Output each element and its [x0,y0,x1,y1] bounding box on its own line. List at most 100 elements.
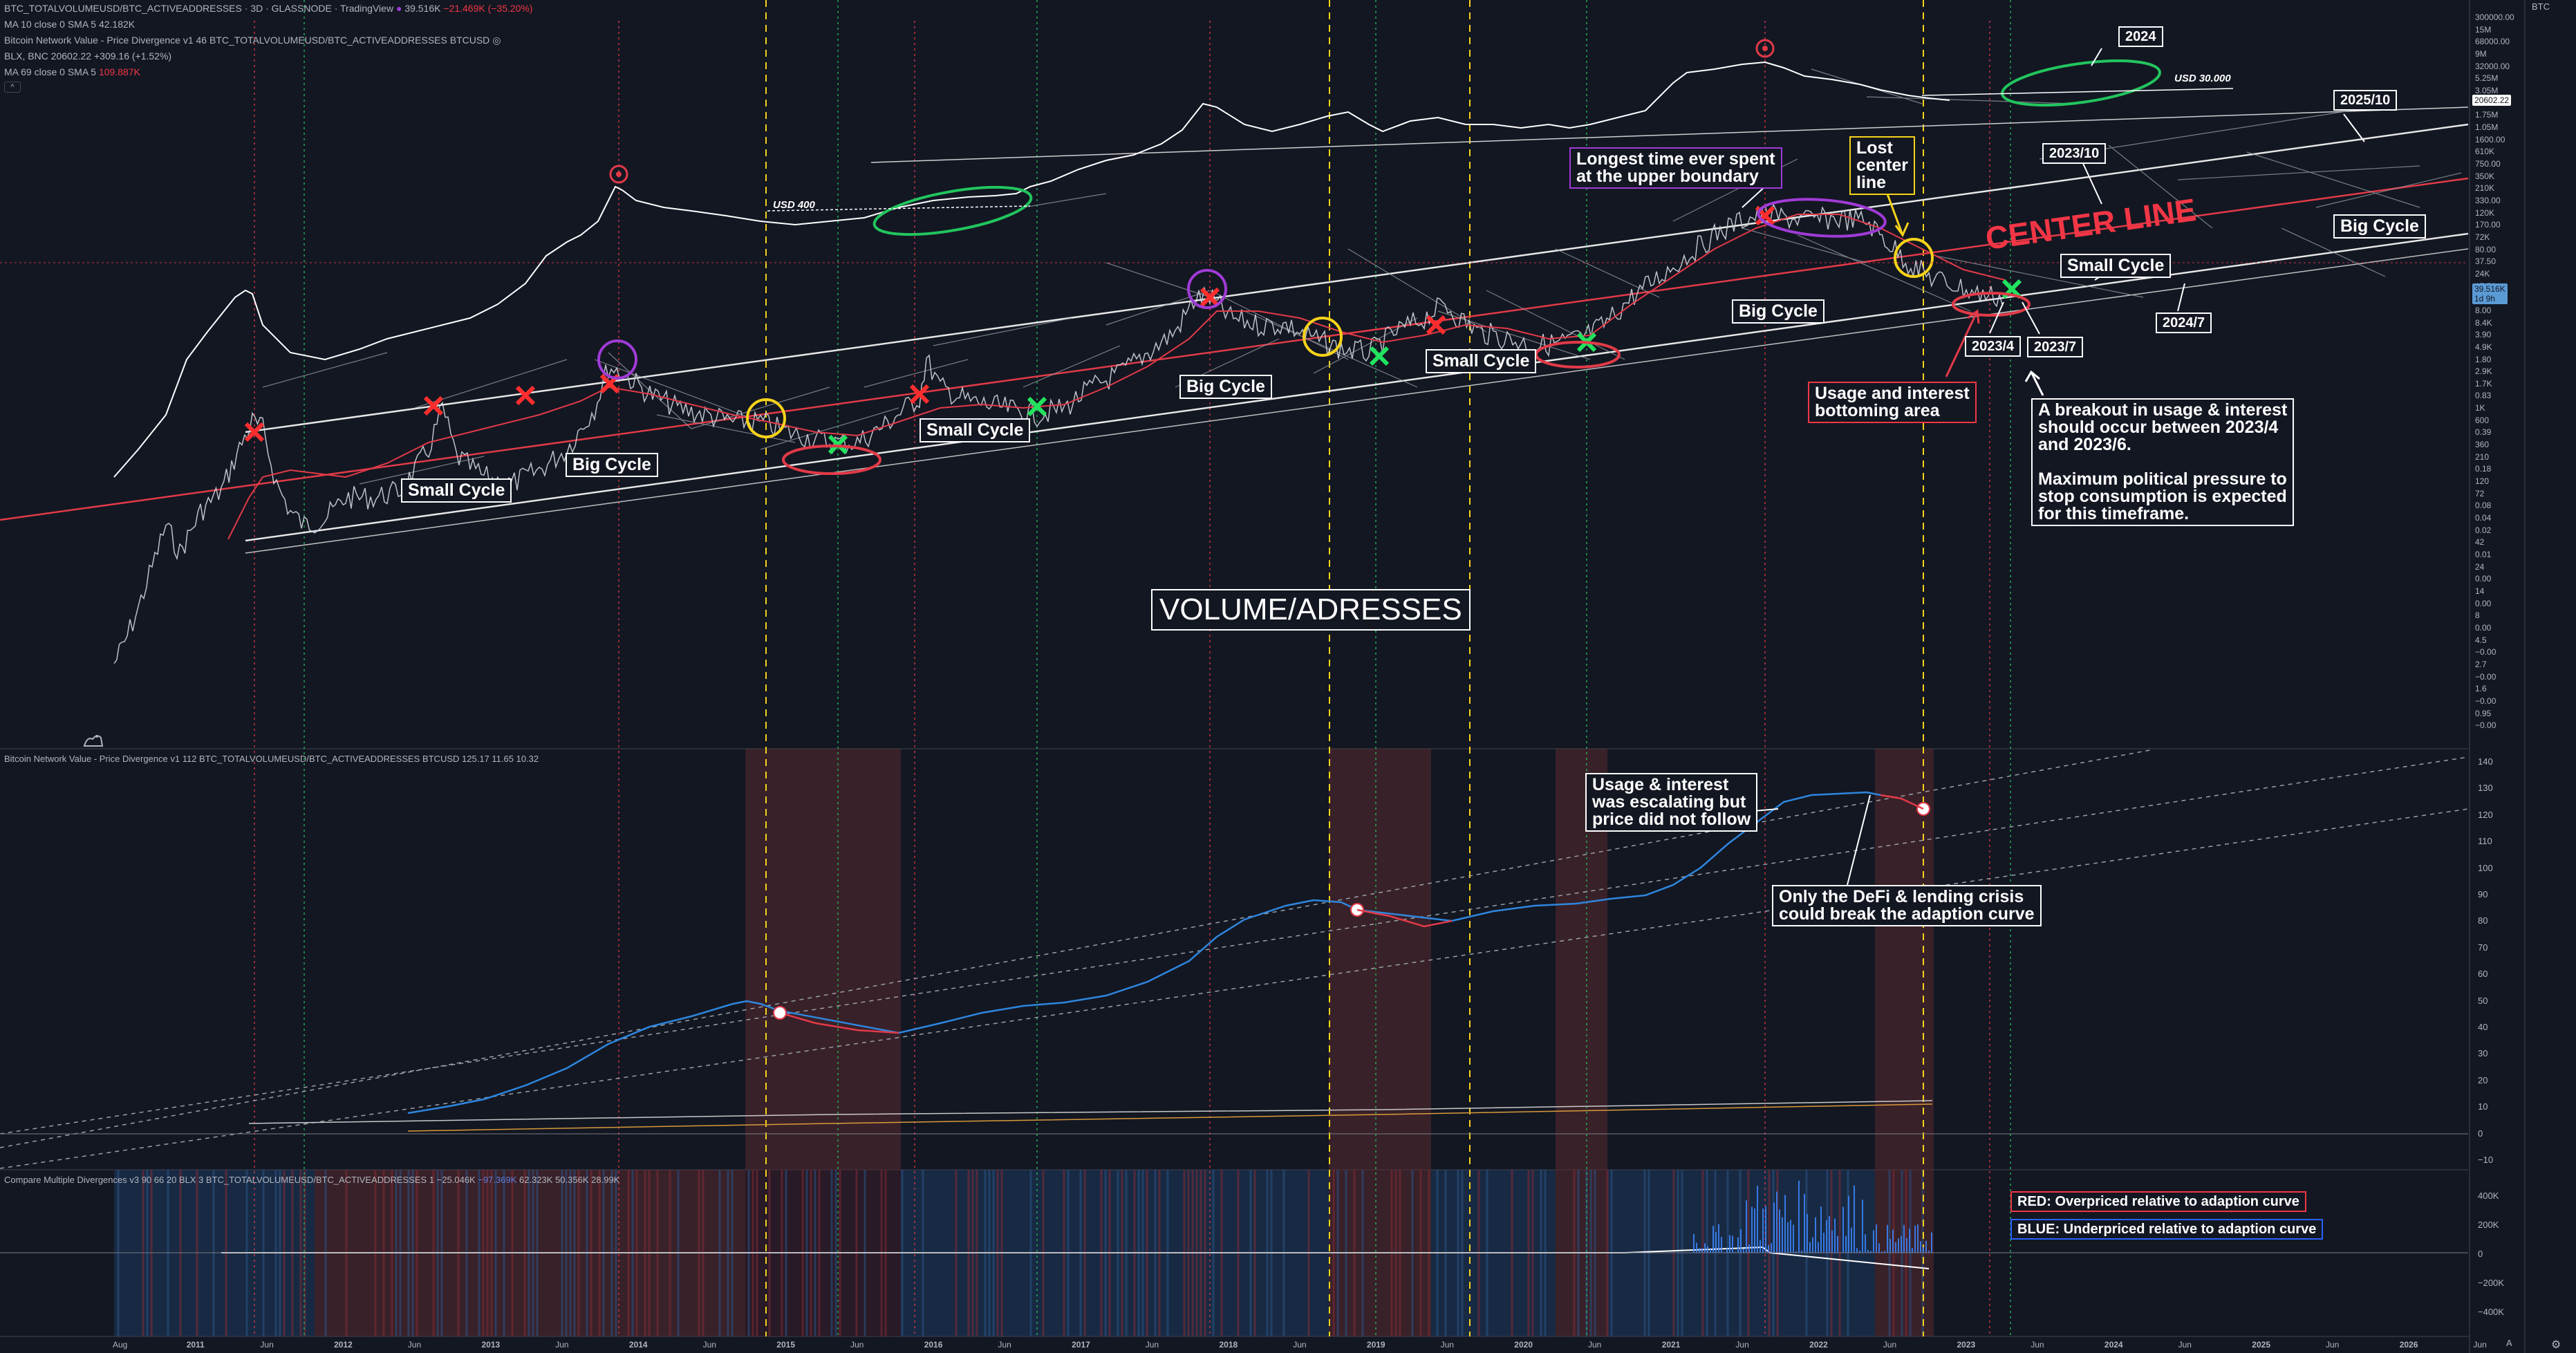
nvpd-faded-legend[interactable]: Bitcoin Network Value - Price Divergence… [4,35,501,46]
time-axis-tick: Jun [2031,1340,2044,1350]
time-axis-tick: 2014 [628,1340,648,1350]
label-small-cycle: Small Cycle [1426,349,1537,373]
construction-line [1797,234,1971,312]
price-axis-tick: 42 [2475,537,2485,548]
callout-line [1742,185,1767,208]
price-axis-tick: 1.80 [2475,354,2492,364]
green-ellipse [872,185,1033,236]
symbol-header[interactable]: BTC_TOTALVOLUMEUSD/BTC_ACTIVEADDRESSES ·… [4,3,533,14]
pane3-v1: −25.046K [436,1175,476,1185]
label-small-cycle: Small Cycle [920,418,1031,442]
price-axis-tick: 210K [2475,183,2495,194]
time-axis-tick: Jun [407,1340,422,1350]
price-axis-tick: 0.00 [2475,623,2492,633]
center-channel-line [0,177,2469,521]
purple-ellipse [1757,198,1887,238]
blx-legend[interactable]: BLX, BNC 20602.22 +309.16 (+1.52%) [4,50,171,62]
time-axis-tick: Jun [1293,1340,1307,1350]
volume-address-ratio-line [113,203,2003,664]
construction-line [933,317,1072,346]
construction-line [1209,290,1349,360]
interval-label[interactable]: 3D [250,3,263,14]
pane3-v4: 50.356K [555,1175,589,1185]
divergence-red-line [779,1011,899,1034]
pane2-marker [773,1006,787,1020]
construction-line [656,414,796,443]
ma10-legend[interactable]: MA 10 close 0 SMA 5 42.182K [4,19,135,30]
label-defi-crisis: Only the DeFi & lending crisis could bre… [1772,885,2042,926]
pane2-axis-tick: 110 [2478,836,2492,847]
pane2-axis-tick: −10 [2478,1155,2494,1165]
pane3-legend-name: Compare Multiple Divergences v3 90 66 20… [4,1175,435,1185]
price-axis-tick: 1.6 [2475,684,2487,694]
label-volume-addresses: VOLUME/ADRESSES [1151,589,1471,631]
pane3-legend[interactable]: Compare Multiple Divergences v3 90 66 20… [4,1175,619,1185]
red-cross-marker-stroke [909,384,930,404]
currency-label[interactable]: BTC [2532,1,2550,12]
time-axis-tick: 2021 [1661,1340,1681,1350]
construction-line [1347,248,1487,333]
construction-line [1437,310,1591,360]
price-axis-tick: 0.95 [2475,708,2492,718]
price-axis-tick: 330.00 [2475,195,2501,205]
time-axis-tick: Jun [555,1340,569,1350]
symbol-name[interactable]: BTC_TOTALVOLUMEUSD/BTC_ACTIVEADDRESSES [4,3,242,14]
arrow-head [1967,309,1980,324]
price-axis-tick: 0.01 [2475,550,2492,560]
callout-line [1847,794,1871,886]
price-axis-tick: 360 [2475,440,2490,450]
time-axis-tick: Jun [260,1340,274,1350]
price-axis-tick: 1600.00 [2475,134,2505,144]
time-axis-tick: Jun [1440,1340,1454,1350]
pane2-axis-tick: 140 [2478,756,2493,767]
ma-line [227,214,2006,540]
label-2023-7: 2023/7 [2027,337,2084,357]
auto-scale-icon[interactable]: A [2506,1338,2512,1348]
construction-line [262,352,388,388]
pane2-axis-tick: 120 [2478,809,2493,820]
construction-line [608,352,692,429]
time-axis-tick: Jun [2473,1340,2487,1350]
current-value: 39.516K [2474,284,2505,294]
lower-channel-line [245,232,2469,542]
pane2-v2: 11.65 [492,754,514,764]
price-axis-tick: −0.00 [2475,696,2496,707]
pane2-axis-tick: 40 [2478,1022,2488,1032]
green-cross-marker-stroke [1369,346,1390,366]
construction-line [1023,345,1121,388]
collapse-legend-button[interactable]: ^ [4,82,21,93]
price-axis-tick: 32000.00 [2475,61,2510,71]
construction-line [760,407,899,450]
settings-gear-icon[interactable]: ⚙ [2551,1339,2561,1351]
label-big-cycle: Big Cycle [1732,299,1824,324]
construction-line [1105,262,1211,298]
pane2-axis-tick: 70 [2478,942,2488,953]
ma69-legend[interactable]: MA 69 close 0 SMA 5 109.887K [4,66,140,77]
divergence-red-line [1880,794,1924,810]
pane2-legend[interactable]: Bitcoin Network Value - Price Divergence… [4,754,539,764]
price-axis-tick: 8.4K [2475,317,2492,328]
price-axis-tick: 610K [2475,147,2495,157]
green-ellipse [2001,59,2161,107]
last-price-tag: 20602.22 [2472,95,2512,106]
ma69-label: MA 69 close 0 SMA 5 [4,66,97,77]
price-axis-tick: 1.05M [2475,122,2499,132]
price-axis-tick: 0.83 [2475,391,2492,401]
construction-lines [262,68,2462,485]
price-axis-tick: 72 [2475,488,2485,498]
callout-line [2177,283,2185,312]
construction-line [1244,310,1418,388]
eye-icon[interactable]: ◎ [492,35,501,46]
status-dot-icon: ● [395,3,402,14]
pane2-lines [0,749,2469,1169]
red-ellipse [782,445,881,475]
price-axis-tick: 37.50 [2475,256,2496,267]
callout-line [1989,301,2004,334]
time-axis-tick: 2024 [2104,1340,2123,1350]
label-usd-30000: USD 30.000 [2174,73,2231,84]
horizontal-ref-line [767,205,1031,212]
label-lost-center-line: Lost center line [1849,136,1916,195]
time-axis-tick: Jun [2326,1340,2340,1350]
green-cross-marker [828,434,848,455]
